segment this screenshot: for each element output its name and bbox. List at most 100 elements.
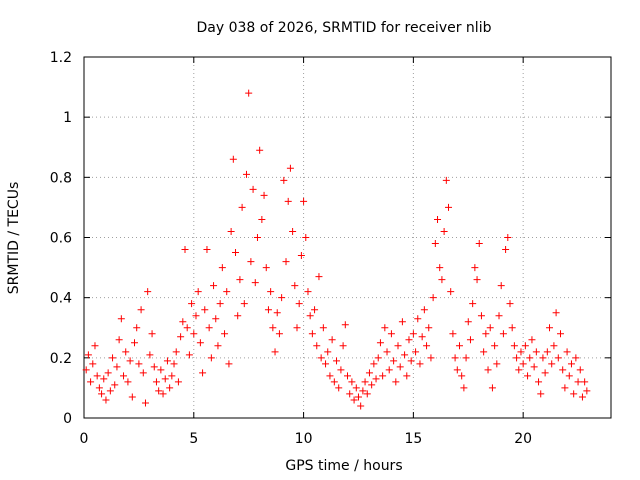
data-point <box>578 393 586 401</box>
data-point <box>396 363 404 371</box>
data-point <box>554 354 562 362</box>
data-point <box>431 240 439 248</box>
data-point <box>335 384 343 392</box>
data-point <box>117 315 125 323</box>
data-point <box>493 360 501 368</box>
data-point <box>517 348 525 356</box>
data-point <box>251 279 259 287</box>
data-point <box>205 324 213 332</box>
data-point <box>556 330 564 338</box>
data-point <box>521 342 529 350</box>
data-point <box>102 396 110 404</box>
data-point <box>438 276 446 284</box>
data-point <box>449 330 457 338</box>
data-point <box>552 309 560 317</box>
x-tick-label: 5 <box>189 431 198 447</box>
tick-labels: 0 0.2 0.4 0.6 0.8 1 1.2 0 5 10 15 20 <box>50 50 532 447</box>
data-point <box>473 276 481 284</box>
data-point <box>418 333 426 341</box>
data-point <box>271 348 279 356</box>
data-point <box>100 375 108 383</box>
data-point <box>302 234 310 241</box>
data-point <box>361 378 369 386</box>
data-point <box>168 372 176 380</box>
data-point <box>482 330 490 338</box>
data-point <box>581 378 589 386</box>
data-point <box>379 372 387 380</box>
data-point <box>508 324 516 332</box>
data-point <box>146 351 154 359</box>
data-point <box>497 282 505 290</box>
data-point <box>253 234 261 241</box>
data-point <box>203 246 211 254</box>
data-point <box>565 372 573 380</box>
data-point <box>133 324 141 332</box>
data-point <box>548 360 556 368</box>
data-point <box>286 164 294 172</box>
data-point <box>486 324 494 332</box>
data-point <box>451 354 459 362</box>
data-point <box>214 342 222 350</box>
data-point <box>530 363 538 371</box>
data-point <box>515 366 523 374</box>
data-point <box>427 354 435 362</box>
data-point <box>420 306 428 314</box>
data-point <box>455 342 463 350</box>
data-point <box>405 336 413 344</box>
data-point <box>264 306 272 314</box>
data-point <box>311 306 319 314</box>
data-point <box>106 387 114 395</box>
data-point <box>563 348 571 356</box>
data-point <box>346 390 354 398</box>
data-point <box>495 312 503 320</box>
data-point <box>161 375 169 383</box>
data-point <box>225 360 233 368</box>
data-point <box>423 342 431 350</box>
data-point <box>416 360 424 368</box>
data-point <box>541 369 549 377</box>
data-point <box>537 390 545 398</box>
data-point <box>330 378 338 386</box>
data-point <box>328 336 336 344</box>
data-point <box>221 330 229 338</box>
data-point <box>297 252 305 260</box>
data-point <box>524 372 532 380</box>
data-point <box>284 197 292 205</box>
data-point <box>539 354 547 362</box>
data-point <box>510 342 518 350</box>
data-point <box>82 366 90 374</box>
data-point <box>359 387 367 395</box>
data-point <box>240 300 248 308</box>
data-point <box>238 203 246 211</box>
data-point <box>122 348 130 356</box>
data-point <box>181 246 189 254</box>
data-point <box>513 354 521 362</box>
data-point <box>370 360 378 368</box>
x-tick-label: 15 <box>404 431 422 447</box>
data-point <box>109 354 117 362</box>
data-point <box>295 300 303 308</box>
data-point <box>484 366 492 374</box>
data-point <box>124 378 132 386</box>
data-point <box>150 363 158 371</box>
data-point <box>166 384 174 392</box>
data-point <box>196 339 204 347</box>
data-point <box>152 378 160 386</box>
data-point <box>120 372 128 380</box>
data-point <box>148 330 156 338</box>
data-point <box>179 318 187 326</box>
data-point <box>352 384 360 392</box>
data-point <box>172 348 180 356</box>
data-point <box>199 369 207 377</box>
data-point <box>275 330 283 338</box>
axis-ticks <box>83 56 611 419</box>
data-point <box>462 354 470 362</box>
y-tick-label: 1.2 <box>50 50 72 66</box>
data-point <box>570 390 578 398</box>
y-tick-label: 0 <box>63 411 72 427</box>
data-point <box>247 258 255 266</box>
data-point <box>392 378 400 386</box>
data-point <box>188 300 196 308</box>
data-point <box>218 264 226 272</box>
